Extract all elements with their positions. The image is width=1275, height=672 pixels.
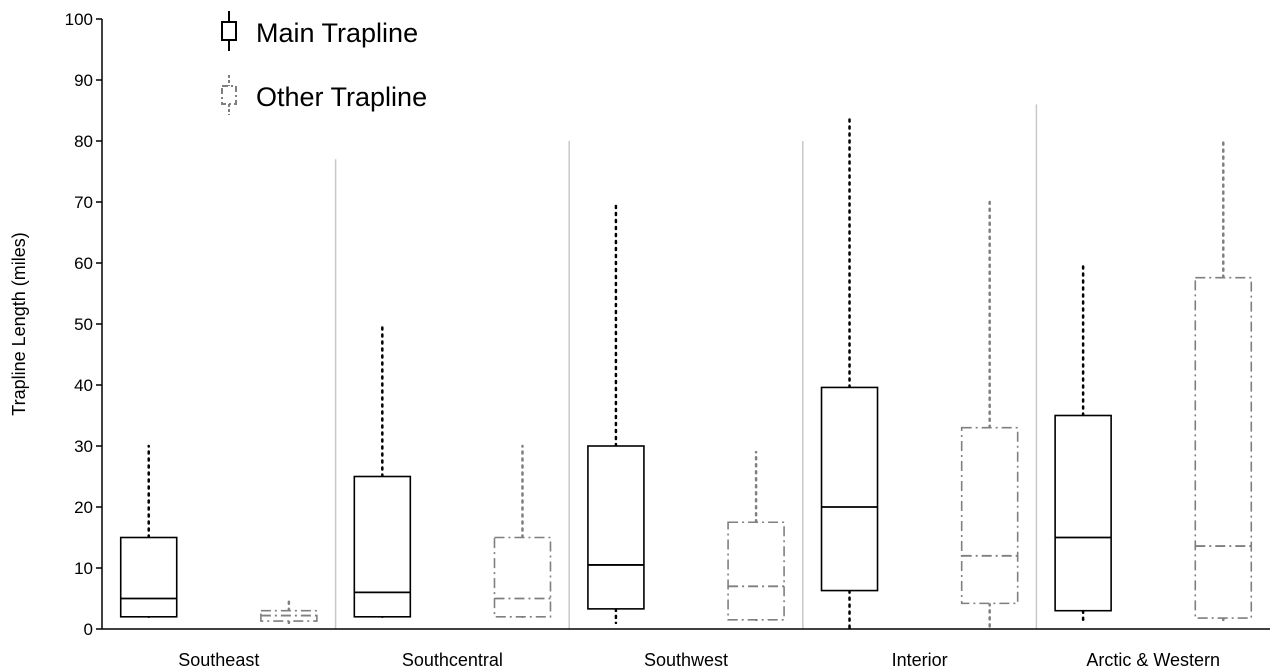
box-other-4 xyxy=(1194,139,1253,622)
box-other-2 xyxy=(727,450,785,622)
box-iqr xyxy=(119,536,178,618)
box-other-3 xyxy=(960,200,1019,631)
y-tick-label-0: 0 xyxy=(84,620,93,639)
boxes xyxy=(119,114,1253,631)
x-category-label: Arctic & Western xyxy=(1086,650,1220,670)
box-iqr xyxy=(353,475,412,618)
box-main-4 xyxy=(1054,264,1112,626)
box-iqr xyxy=(493,536,552,618)
box-main-2 xyxy=(587,203,645,625)
y-tick-label-20: 20 xyxy=(74,498,93,517)
y-tick-label-30: 30 xyxy=(74,437,93,456)
legend-main-swatch-icon xyxy=(221,11,237,51)
y-tick-label-90: 90 xyxy=(74,71,93,90)
box-iqr xyxy=(727,521,785,621)
x-category-label: Southcentral xyxy=(402,650,503,670)
box-iqr xyxy=(820,386,879,592)
x-axis: Southeast Southcentral Southwest Interior Ar… xyxy=(102,628,1270,670)
box-other-0 xyxy=(260,597,318,625)
y-axis: 0 10 20 30 40 50 60 70 80 90 100 xyxy=(65,10,103,639)
y-tick-label-70: 70 xyxy=(74,193,93,212)
legend-other-swatch-icon xyxy=(221,75,237,115)
y-tick-label-50: 50 xyxy=(74,315,93,334)
box-main-0 xyxy=(119,444,178,619)
box-iqr xyxy=(587,445,645,610)
legend-other-label: Other Trapline xyxy=(256,82,427,112)
x-category-label: Southwest xyxy=(644,650,728,670)
legend-item-other: Other Trapline xyxy=(221,75,427,115)
legend-item-main: Main Trapline xyxy=(221,11,418,51)
y-tick-label-80: 80 xyxy=(74,132,93,151)
legend-main-label: Main Trapline xyxy=(256,18,418,48)
x-category-label: Southeast xyxy=(178,650,259,670)
separator-lines xyxy=(334,104,1038,629)
y-tick-label-60: 60 xyxy=(74,254,93,273)
box-other-1 xyxy=(493,444,552,619)
y-tick-label-40: 40 xyxy=(74,376,93,395)
box-main-1 xyxy=(353,325,412,619)
y-tick-label-10: 10 xyxy=(74,559,93,578)
box-main-3 xyxy=(820,114,879,630)
y-tick-label-100: 100 xyxy=(65,10,93,29)
x-category-label: Interior xyxy=(892,650,948,670)
legend: Main Trapline Other Trapline xyxy=(221,11,427,115)
y-axis-title: Trapline Length (miles) xyxy=(9,232,29,415)
box-iqr xyxy=(1054,414,1112,612)
box-iqr xyxy=(960,426,1019,605)
box-iqr xyxy=(1194,276,1253,619)
